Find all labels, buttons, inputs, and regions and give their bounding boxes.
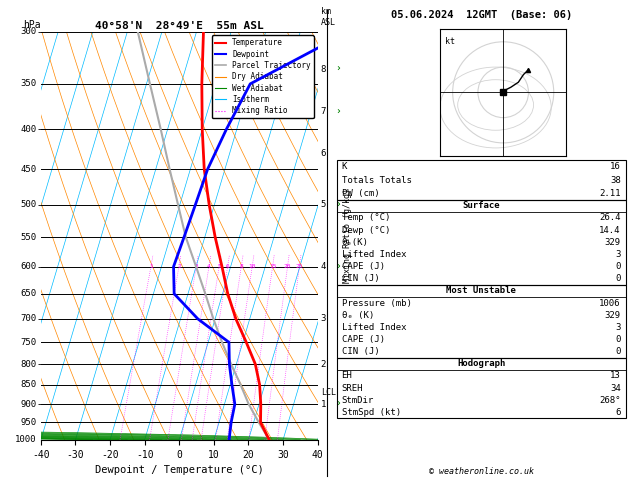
Text: 8: 8 bbox=[321, 65, 326, 73]
Text: 10: 10 bbox=[248, 264, 256, 269]
Text: CIN (J): CIN (J) bbox=[342, 347, 379, 356]
Text: 300: 300 bbox=[21, 27, 36, 36]
Text: θₑ(K): θₑ(K) bbox=[342, 238, 369, 247]
Text: PW (cm): PW (cm) bbox=[342, 189, 379, 198]
Text: 0: 0 bbox=[615, 262, 621, 271]
Text: 5: 5 bbox=[321, 200, 326, 209]
Text: 25: 25 bbox=[296, 264, 303, 269]
Text: StmSpd (kt): StmSpd (kt) bbox=[342, 408, 401, 417]
Text: ⌃: ⌃ bbox=[328, 108, 338, 116]
Text: StmDir: StmDir bbox=[342, 396, 374, 405]
Text: km
ASL: km ASL bbox=[321, 7, 336, 27]
Text: 400: 400 bbox=[21, 124, 36, 134]
Text: 329: 329 bbox=[604, 238, 621, 247]
Text: 4: 4 bbox=[207, 264, 211, 269]
Text: ⌃: ⌃ bbox=[328, 65, 338, 73]
Text: hPa: hPa bbox=[23, 19, 40, 30]
Text: 0: 0 bbox=[615, 335, 621, 344]
Text: 0: 0 bbox=[615, 274, 621, 283]
Text: θₑ (K): θₑ (K) bbox=[342, 311, 374, 320]
Text: 0: 0 bbox=[615, 347, 621, 356]
Text: 7: 7 bbox=[321, 107, 326, 116]
Text: 3: 3 bbox=[194, 264, 198, 269]
Text: 14.4: 14.4 bbox=[599, 226, 621, 235]
Text: Dewp (°C): Dewp (°C) bbox=[342, 226, 390, 235]
Text: 3: 3 bbox=[615, 323, 621, 332]
Text: Lifted Index: Lifted Index bbox=[342, 323, 406, 332]
Text: 850: 850 bbox=[21, 380, 36, 389]
Text: 900: 900 bbox=[21, 399, 36, 409]
Text: Most Unstable: Most Unstable bbox=[446, 286, 516, 295]
Text: Pressure (mb): Pressure (mb) bbox=[342, 298, 411, 308]
Text: EH: EH bbox=[342, 371, 352, 381]
Text: CAPE (J): CAPE (J) bbox=[342, 335, 384, 344]
Text: 20: 20 bbox=[284, 264, 291, 269]
Text: 38: 38 bbox=[610, 175, 621, 185]
Text: 3: 3 bbox=[615, 250, 621, 259]
X-axis label: Dewpoint / Temperature (°C): Dewpoint / Temperature (°C) bbox=[95, 465, 264, 475]
Text: 550: 550 bbox=[21, 233, 36, 242]
Text: 268°: 268° bbox=[599, 396, 621, 405]
Text: Totals Totals: Totals Totals bbox=[342, 175, 411, 185]
Text: Mixing Ratio (g/kg): Mixing Ratio (g/kg) bbox=[343, 188, 352, 283]
Text: 3: 3 bbox=[321, 314, 326, 323]
Text: 2.11: 2.11 bbox=[599, 189, 621, 198]
Text: K: K bbox=[342, 162, 347, 172]
Title: 40°58'N  28°49'E  55m ASL: 40°58'N 28°49'E 55m ASL bbox=[95, 21, 264, 31]
Text: Hodograph: Hodograph bbox=[457, 359, 505, 368]
Text: 6: 6 bbox=[226, 264, 230, 269]
Text: 5: 5 bbox=[217, 264, 221, 269]
Text: ⌃: ⌃ bbox=[328, 262, 338, 271]
Text: 1: 1 bbox=[321, 399, 326, 409]
Text: 8: 8 bbox=[240, 264, 243, 269]
Text: 750: 750 bbox=[21, 338, 36, 347]
Text: 650: 650 bbox=[21, 289, 36, 298]
Text: 700: 700 bbox=[21, 314, 36, 323]
Text: LCL: LCL bbox=[321, 388, 336, 397]
Text: 800: 800 bbox=[21, 360, 36, 369]
Text: Surface: Surface bbox=[462, 201, 500, 210]
Text: CAPE (J): CAPE (J) bbox=[342, 262, 384, 271]
Text: 16: 16 bbox=[610, 162, 621, 172]
Text: Temp (°C): Temp (°C) bbox=[342, 213, 390, 223]
Text: SREH: SREH bbox=[342, 383, 363, 393]
Text: © weatheronline.co.uk: © weatheronline.co.uk bbox=[429, 467, 533, 476]
Legend: Temperature, Dewpoint, Parcel Trajectory, Dry Adiabat, Wet Adiabat, Isotherm, Mi: Temperature, Dewpoint, Parcel Trajectory… bbox=[211, 35, 314, 118]
Text: 1000: 1000 bbox=[15, 435, 36, 444]
Text: 34: 34 bbox=[610, 383, 621, 393]
Text: 350: 350 bbox=[21, 79, 36, 88]
Text: 950: 950 bbox=[21, 418, 36, 427]
Text: 26.4: 26.4 bbox=[599, 213, 621, 223]
Text: 2: 2 bbox=[321, 360, 326, 369]
Text: ⌃: ⌃ bbox=[328, 201, 338, 209]
Text: CIN (J): CIN (J) bbox=[342, 274, 379, 283]
Text: kt: kt bbox=[445, 37, 455, 46]
Text: 4: 4 bbox=[321, 262, 326, 271]
Text: 05.06.2024  12GMT  (Base: 06): 05.06.2024 12GMT (Base: 06) bbox=[391, 10, 572, 20]
Text: 600: 600 bbox=[21, 262, 36, 271]
Text: 1006: 1006 bbox=[599, 298, 621, 308]
Text: 6: 6 bbox=[321, 149, 326, 158]
Text: 329: 329 bbox=[604, 311, 621, 320]
Text: 2: 2 bbox=[177, 264, 181, 269]
Text: 6: 6 bbox=[615, 408, 621, 417]
Text: Lifted Index: Lifted Index bbox=[342, 250, 406, 259]
Text: 1: 1 bbox=[149, 264, 153, 269]
Text: ⌃: ⌃ bbox=[328, 400, 338, 408]
Text: 450: 450 bbox=[21, 165, 36, 174]
Text: 15: 15 bbox=[269, 264, 276, 269]
Text: 13: 13 bbox=[610, 371, 621, 381]
Text: 500: 500 bbox=[21, 200, 36, 209]
